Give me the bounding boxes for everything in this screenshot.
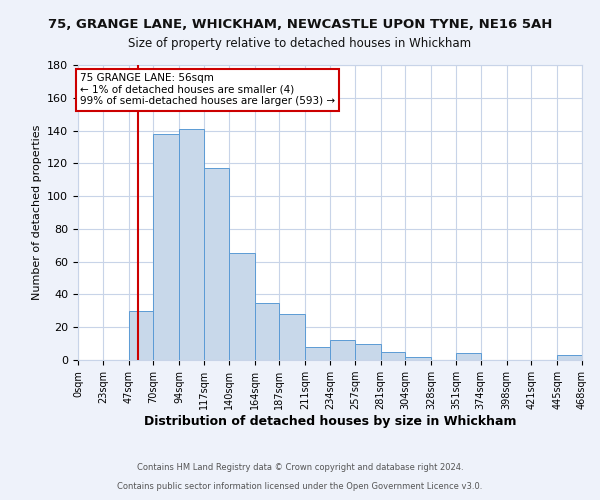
Text: Contains HM Land Registry data © Crown copyright and database right 2024.: Contains HM Land Registry data © Crown c…	[137, 464, 463, 472]
Bar	[406, 356, 431, 360]
Bar	[154, 134, 179, 360]
Bar	[456, 354, 481, 360]
Text: Contains public sector information licensed under the Open Government Licence v3: Contains public sector information licen…	[118, 482, 482, 491]
Text: 75 GRANGE LANE: 56sqm
← 1% of detached houses are smaller (4)
99% of semi-detach: 75 GRANGE LANE: 56sqm ← 1% of detached h…	[80, 73, 335, 106]
Bar	[254, 302, 280, 360]
Bar	[128, 311, 154, 360]
Bar	[179, 129, 204, 360]
Bar	[557, 355, 582, 360]
Bar	[380, 352, 406, 360]
Bar	[229, 254, 254, 360]
Text: Size of property relative to detached houses in Whickham: Size of property relative to detached ho…	[128, 38, 472, 51]
Bar	[330, 340, 355, 360]
Bar	[280, 314, 305, 360]
Bar	[204, 168, 229, 360]
Bar	[305, 347, 330, 360]
Bar	[355, 344, 380, 360]
Text: 75, GRANGE LANE, WHICKHAM, NEWCASTLE UPON TYNE, NE16 5AH: 75, GRANGE LANE, WHICKHAM, NEWCASTLE UPO…	[48, 18, 552, 30]
Y-axis label: Number of detached properties: Number of detached properties	[32, 125, 41, 300]
X-axis label: Distribution of detached houses by size in Whickham: Distribution of detached houses by size …	[144, 415, 516, 428]
